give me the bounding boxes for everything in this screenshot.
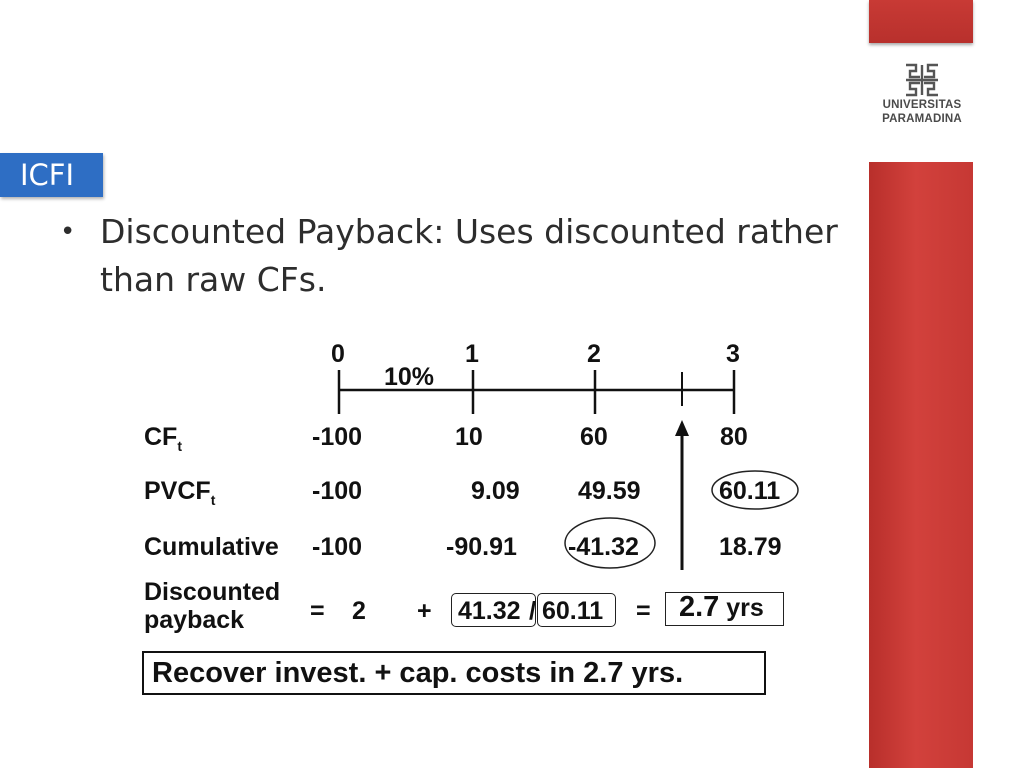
period-2: 2	[587, 340, 601, 368]
bullet-text: Discounted Payback: Uses discounted rath…	[100, 212, 838, 299]
cum-value-3: 18.79	[719, 533, 782, 561]
payback-numerator: 41.32	[458, 597, 521, 625]
period-3: 3	[726, 340, 740, 368]
oval-41-32	[564, 517, 656, 569]
row-label-cf: CFt	[144, 423, 182, 454]
conclusion-box: Recover invest. + cap. costs in 2.7 yrs.	[142, 651, 766, 695]
cum-value-1: -90.91	[446, 533, 517, 561]
side-red-bar	[869, 162, 973, 768]
cf-value-1: 10	[455, 423, 483, 451]
payback-label-line-1: Discounted	[144, 578, 281, 606]
discount-rate: 10%	[384, 363, 435, 391]
logo-line-2: PARAMADINA	[882, 113, 962, 125]
pvcf-value-2: 49.59	[578, 477, 641, 505]
payback-plus: +	[417, 597, 432, 625]
denominator-box	[537, 593, 616, 627]
top-red-bar	[869, 0, 973, 43]
university-logo: UNIVERSITAS PARAMADINA	[870, 58, 974, 150]
numerator-box	[451, 593, 536, 627]
row-label-cumulative: Cumulative	[144, 533, 279, 561]
period-1: 1	[465, 340, 479, 368]
pvcf-value-0: -100	[312, 477, 363, 505]
cf-value-2: 60	[580, 423, 608, 451]
paramadina-logo-icon	[906, 63, 938, 97]
payback-result: 2.7 yrs	[679, 591, 764, 624]
cf-value-3: 80	[720, 423, 748, 451]
payback-slash: /	[529, 597, 536, 625]
payback-result-value: 2.7	[679, 591, 720, 623]
cum-value-0: -100	[312, 533, 363, 561]
row-label-pvcf: PVCFt	[144, 477, 216, 508]
payback-denominator: 60.11	[542, 597, 604, 625]
pvcf-value-3: 60.11	[719, 477, 781, 505]
oval-60-11	[711, 470, 799, 510]
cf-value-0: -100	[312, 423, 363, 451]
logo-line-1: UNIVERSITAS	[882, 99, 962, 111]
payback-years: 2	[352, 597, 366, 625]
payback-equals-1: =	[310, 597, 325, 625]
payback-label: Discounted payback	[144, 578, 280, 634]
bullet-icon: •	[60, 217, 76, 247]
period-0: 0	[331, 340, 345, 368]
payback-equals-2: =	[636, 597, 651, 625]
payback-arrow-head	[675, 420, 689, 436]
result-box	[665, 592, 784, 626]
pvcf-value-1: 9.09	[471, 477, 520, 505]
cum-value-2: -41.32	[568, 533, 639, 561]
payback-result-unit: yrs	[726, 594, 764, 622]
payback-label-line-2: payback	[144, 606, 245, 634]
section-tag: ICFI	[0, 153, 103, 197]
